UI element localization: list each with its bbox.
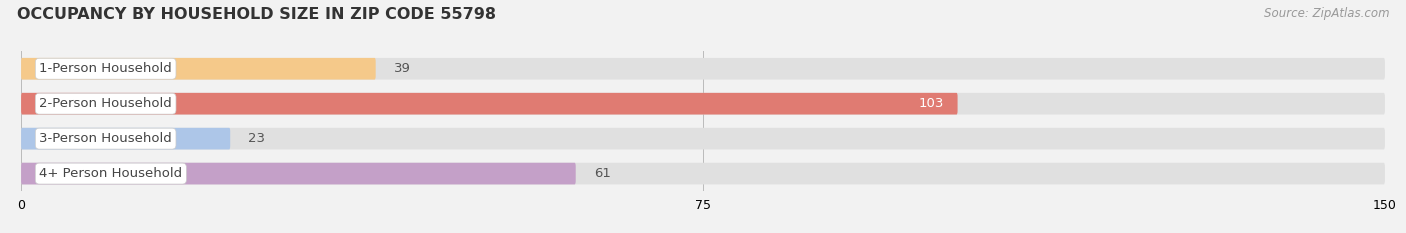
Text: 23: 23 — [249, 132, 266, 145]
Text: 4+ Person Household: 4+ Person Household — [39, 167, 183, 180]
Text: 39: 39 — [394, 62, 411, 75]
Text: 61: 61 — [593, 167, 610, 180]
FancyBboxPatch shape — [21, 163, 1385, 185]
FancyBboxPatch shape — [21, 93, 1385, 115]
Text: 103: 103 — [918, 97, 943, 110]
FancyBboxPatch shape — [21, 93, 957, 115]
FancyBboxPatch shape — [21, 58, 1385, 80]
FancyBboxPatch shape — [21, 128, 231, 150]
Text: Source: ZipAtlas.com: Source: ZipAtlas.com — [1264, 7, 1389, 20]
FancyBboxPatch shape — [21, 163, 575, 185]
FancyBboxPatch shape — [21, 58, 375, 80]
Text: OCCUPANCY BY HOUSEHOLD SIZE IN ZIP CODE 55798: OCCUPANCY BY HOUSEHOLD SIZE IN ZIP CODE … — [17, 7, 496, 22]
FancyBboxPatch shape — [21, 128, 1385, 150]
Text: 3-Person Household: 3-Person Household — [39, 132, 172, 145]
Text: 2-Person Household: 2-Person Household — [39, 97, 172, 110]
Text: 1-Person Household: 1-Person Household — [39, 62, 172, 75]
